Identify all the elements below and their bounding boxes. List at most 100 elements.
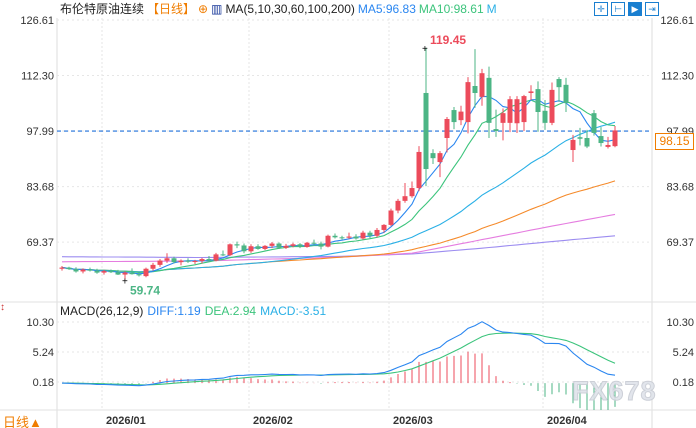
candle bbox=[395, 198, 401, 214]
candle bbox=[122, 271, 128, 280]
chart-toolbar: ✛ ⊢ ▶ ⇥ bbox=[594, 2, 659, 16]
candle-body bbox=[612, 130, 618, 147]
candle-body bbox=[528, 91, 534, 93]
candle-body bbox=[605, 144, 611, 147]
candle-body bbox=[367, 232, 373, 236]
candle bbox=[402, 182, 408, 203]
price-tick-left: 97.99 bbox=[26, 126, 54, 138]
price-tick-right: 112.30 bbox=[661, 71, 694, 83]
candle-body bbox=[311, 242, 317, 244]
candle bbox=[388, 208, 394, 227]
candle-body bbox=[374, 229, 380, 236]
candle bbox=[59, 266, 65, 271]
candle bbox=[360, 230, 366, 240]
high-marker-icon: + bbox=[422, 44, 428, 55]
candle-body bbox=[248, 246, 254, 252]
candle-body bbox=[514, 99, 520, 124]
candle-body bbox=[388, 210, 394, 225]
candle bbox=[101, 269, 107, 275]
candles bbox=[59, 47, 618, 280]
candle-body bbox=[451, 110, 457, 123]
candle-body bbox=[199, 259, 205, 261]
ma30-line bbox=[61, 121, 616, 273]
ma100-line bbox=[61, 213, 616, 263]
candle bbox=[192, 259, 198, 265]
candle-body bbox=[409, 188, 415, 197]
candle-body bbox=[101, 271, 107, 273]
candle-body bbox=[227, 244, 233, 256]
candle bbox=[500, 108, 506, 141]
candle bbox=[458, 105, 464, 126]
candle-body bbox=[80, 269, 86, 272]
candle-body bbox=[87, 269, 93, 271]
low-annotation: 59.74 bbox=[130, 283, 160, 297]
candle bbox=[612, 125, 618, 148]
ma-more-value: M bbox=[486, 2, 497, 16]
candle-body bbox=[500, 113, 506, 123]
candle-body bbox=[423, 92, 429, 170]
period-label[interactable]: 【日线】 bbox=[147, 2, 196, 16]
candle bbox=[283, 243, 289, 249]
candle bbox=[367, 230, 373, 239]
period-selector[interactable]: 日线▲ bbox=[3, 415, 42, 428]
candle bbox=[213, 252, 219, 262]
candle-body bbox=[360, 232, 366, 239]
candle-body bbox=[136, 274, 142, 276]
add-indicator-icon[interactable]: ⊕ bbox=[198, 2, 209, 16]
crosshair-icon[interactable]: ✛ bbox=[594, 2, 608, 16]
candle bbox=[199, 257, 205, 264]
candle bbox=[178, 259, 184, 266]
candle bbox=[185, 258, 191, 263]
candle bbox=[605, 136, 611, 149]
high-annotation: 119.45 bbox=[430, 33, 466, 47]
macd-params[interactable]: MACD(26,12,9) bbox=[60, 304, 144, 318]
candle bbox=[584, 129, 590, 149]
candle-body bbox=[486, 77, 492, 123]
diff-line bbox=[61, 321, 616, 387]
candle bbox=[507, 96, 513, 133]
candle-body bbox=[339, 237, 345, 239]
candle-body bbox=[325, 235, 331, 247]
candle bbox=[227, 243, 233, 256]
candle-body bbox=[185, 260, 191, 262]
candle-body bbox=[444, 118, 450, 138]
candle bbox=[451, 106, 457, 130]
exit-right-icon[interactable]: ⇥ bbox=[645, 2, 659, 16]
candle-body bbox=[332, 235, 338, 238]
candle-body bbox=[290, 244, 296, 246]
candle bbox=[311, 239, 317, 245]
candle bbox=[129, 268, 135, 275]
candle bbox=[598, 127, 604, 147]
ma10-value: MA10:98.61 bbox=[418, 2, 484, 16]
ma-params[interactable]: MA(5,10,30,60,100,200) bbox=[225, 2, 355, 16]
candle-body bbox=[157, 260, 163, 265]
candle-body bbox=[283, 245, 289, 248]
candle-body bbox=[584, 137, 590, 147]
ma-chart-icon[interactable]: ▥ bbox=[211, 2, 223, 16]
ma5-line bbox=[61, 95, 616, 275]
candle bbox=[248, 244, 254, 253]
play-forward-icon[interactable]: ▶ bbox=[628, 2, 642, 16]
candle-body bbox=[297, 244, 303, 248]
dea-value: DEA:2.94 bbox=[204, 304, 257, 318]
candle-body bbox=[150, 264, 156, 269]
candle bbox=[521, 94, 527, 132]
candle-body bbox=[493, 129, 499, 132]
date-tick-label: 2026/03 bbox=[393, 415, 433, 427]
date-tick-label: 2026/04 bbox=[547, 415, 588, 427]
range-select-icon[interactable]: ⊢ bbox=[611, 2, 625, 16]
candle bbox=[164, 253, 170, 263]
macd-histogram bbox=[68, 351, 616, 410]
candle bbox=[437, 151, 443, 178]
candle bbox=[591, 110, 597, 136]
candle bbox=[381, 224, 387, 233]
macd-value: MACD:-3.51 bbox=[260, 304, 327, 318]
candle bbox=[486, 66, 492, 138]
macd-tick-left: 5.24 bbox=[33, 347, 54, 359]
candle-body bbox=[269, 243, 275, 246]
candle-body bbox=[346, 236, 352, 238]
macd-tick-right: 10.30 bbox=[666, 317, 694, 329]
candle bbox=[325, 234, 331, 248]
